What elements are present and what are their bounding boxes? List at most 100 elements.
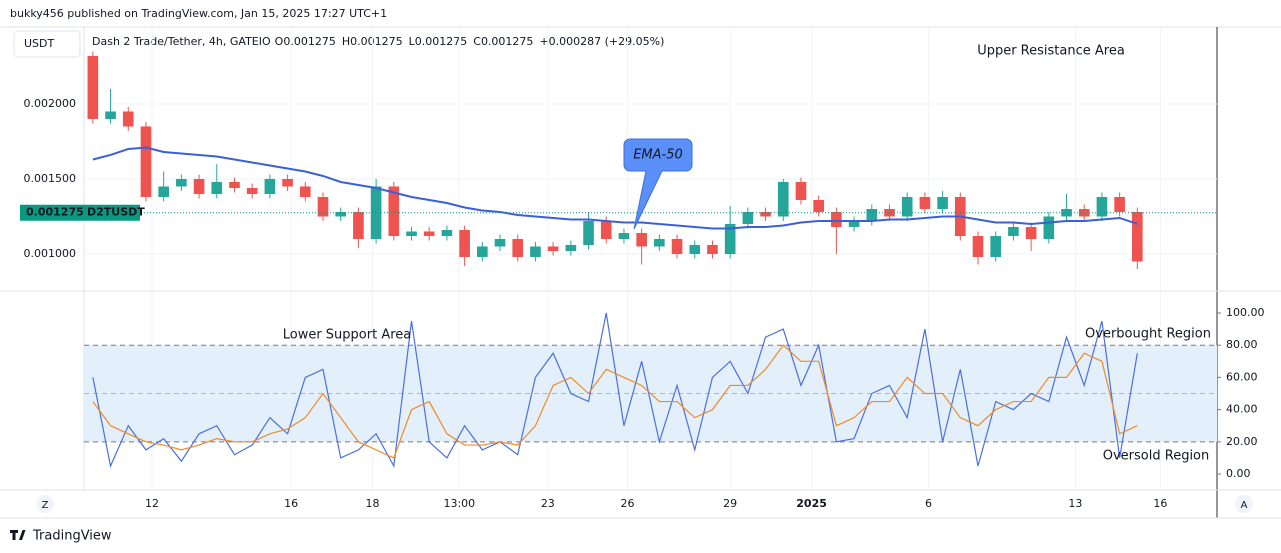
ohlc-key: O — [275, 35, 284, 48]
x-tick-label: 23 — [541, 497, 555, 510]
candle-body — [972, 235, 984, 257]
candle-body — [423, 231, 435, 236]
candle-body — [636, 232, 647, 247]
candle-body — [193, 178, 205, 194]
candle-body — [884, 208, 895, 217]
candle-body — [477, 246, 488, 257]
change: +0.000287 (+29.05%) — [539, 35, 664, 48]
logo-text: TradingView — [32, 529, 112, 544]
ohlc-key: C — [473, 35, 481, 48]
annotation: Overbought Region — [1085, 327, 1211, 342]
candle-body — [335, 211, 347, 217]
zoom-button[interactable] — [36, 495, 54, 513]
y-tick-label: 40.00 — [1226, 403, 1258, 416]
candle-body — [795, 181, 807, 200]
legend: Dash 2 Trade/Tether, 4h, GATEIO — [92, 35, 271, 48]
candle-body — [707, 244, 718, 254]
candle-body — [229, 181, 240, 188]
candle-body — [246, 187, 258, 194]
currency-box[interactable] — [13, 30, 81, 58]
y-tick-label: 0.00 — [1226, 467, 1251, 480]
candle-body — [494, 238, 506, 247]
auto-button[interactable] — [1235, 495, 1253, 513]
candle-body — [689, 244, 701, 254]
candle-body — [317, 196, 329, 217]
candle-body — [158, 186, 169, 197]
candle-body — [1061, 208, 1072, 217]
y-tick-label: 60.00 — [1226, 370, 1258, 383]
x-tick-label: 16 — [284, 497, 298, 510]
candle-body — [848, 220, 860, 227]
candle-body — [618, 232, 630, 239]
candle-body — [1132, 211, 1143, 262]
annotation: Oversold Region — [1103, 449, 1210, 464]
symbol: Dash 2 Trade/Tether, 4h, GATEIO — [92, 35, 271, 48]
candle-body — [547, 246, 559, 251]
logo: TradingView — [10, 529, 112, 544]
auto-label: A — [1241, 500, 1248, 511]
zoom-label: Z — [42, 500, 49, 511]
candle-body — [866, 208, 878, 221]
x-tick-label: 12 — [145, 497, 159, 510]
candle-body — [777, 181, 789, 217]
candle-body — [760, 211, 771, 217]
logo-mark — [10, 530, 26, 540]
x-tick-label: 18 — [366, 497, 380, 510]
y-tick-label: 0.001500 — [24, 172, 77, 185]
last-price-label: 0.001275 — [26, 206, 84, 219]
x-tick-label: 16 — [1153, 497, 1167, 510]
candle-body — [441, 229, 453, 236]
candle-body — [1096, 196, 1108, 217]
candle-body — [140, 126, 152, 197]
y-tick-label: 80.00 — [1226, 338, 1258, 351]
x-tick-label: 2025 — [796, 497, 827, 510]
x-tick-label: 13:00 — [443, 497, 475, 510]
rsi-line — [92, 344, 1138, 459]
annotation: Lower Support Area — [283, 328, 412, 343]
y-tick-label: 0.002000 — [24, 97, 77, 110]
y-tick-label: 20.00 — [1226, 435, 1258, 448]
candle-body — [583, 220, 594, 245]
candle-body — [1043, 216, 1055, 239]
candle-body — [654, 238, 665, 247]
candle-body — [530, 246, 541, 257]
last-price-tag — [20, 204, 140, 221]
ohlc-value: 0.001275 — [283, 35, 336, 48]
candle-body — [565, 244, 577, 251]
candle-body — [353, 211, 364, 239]
candle-body — [1114, 196, 1125, 212]
candle-body — [87, 55, 99, 119]
x-tick-label: 13 — [1068, 497, 1082, 510]
ohlc-key: L — [409, 35, 416, 48]
y-tick-label: 0.001000 — [24, 247, 77, 260]
rsi-line — [92, 312, 1138, 468]
candle-body — [406, 231, 417, 236]
candle-body — [919, 196, 931, 209]
candle-body — [724, 223, 736, 254]
candle-body — [813, 199, 824, 212]
ohlc-value: 0.001275 — [481, 35, 534, 48]
x-tick-label: 6 — [925, 497, 932, 510]
candle-body — [388, 186, 400, 236]
candle-body — [990, 235, 1002, 257]
candle-body — [1078, 208, 1090, 217]
candle-body — [937, 196, 948, 209]
ohlc-value: 0.001275 — [350, 35, 403, 48]
candle-body — [600, 220, 612, 239]
candle-body — [264, 178, 276, 194]
ema-callout-label: EMA-50 — [633, 148, 683, 163]
currency: USDT — [24, 37, 55, 50]
ohlc-value: 0.001275 — [415, 35, 468, 48]
candle-body — [459, 229, 470, 257]
annotation: Upper Resistance Area — [977, 44, 1125, 59]
candle-body — [742, 211, 754, 224]
ohlc-key: H — [342, 35, 350, 48]
publish-header: bukky456 published on TradingView.com, J… — [10, 7, 387, 20]
candle-body — [1025, 226, 1037, 239]
candle-body — [211, 181, 223, 194]
ema-line — [92, 146, 1138, 230]
candle-body — [512, 238, 524, 257]
last-price-ticker: D2TUSDT — [87, 206, 145, 219]
candle-body — [282, 178, 293, 187]
